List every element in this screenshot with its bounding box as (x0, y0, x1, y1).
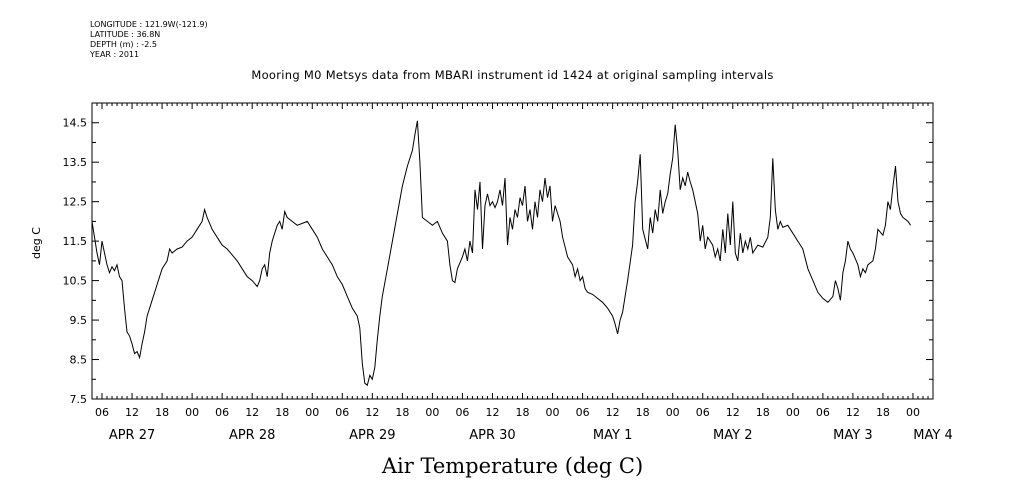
depth-text: DEPTH (m) : -2.5 (90, 40, 157, 49)
x-tick-label: 18 (275, 406, 289, 419)
x-tick-label: 06 (95, 406, 109, 419)
x-tick-label: 18 (155, 406, 169, 419)
y-tick-label: 13.5 (63, 156, 88, 169)
x-tick-label: 00 (906, 406, 920, 419)
x-axis-label: Air Temperature (deg C) (381, 454, 644, 478)
plot-frame (91, 102, 934, 400)
x-tick-label: 06 (335, 406, 349, 419)
x-tick-label: 00 (546, 406, 560, 419)
x-tick-label: 06 (696, 406, 710, 419)
x-date-label: APR 30 (469, 428, 515, 443)
x-tick-label: 00 (185, 406, 199, 419)
x-tick-label: 00 (305, 406, 319, 419)
longitude-text: LONGITUDE : 121.9W(-121.9) (90, 20, 208, 29)
x-tick-label: 12 (485, 406, 499, 419)
x-tick-label: 00 (786, 406, 800, 419)
x-date-label: MAY 1 (593, 428, 632, 443)
x-tick-label: 12 (125, 406, 139, 419)
x-tick-label: 00 (666, 406, 680, 419)
latitude-text: LATITUDE : 36.8N (90, 30, 161, 39)
x-date-label: APR 27 (109, 428, 155, 443)
x-tick-label: 06 (816, 406, 830, 419)
y-tick-label: 8.5 (70, 354, 88, 367)
x-date-label: MAY 2 (713, 428, 752, 443)
air-temperature-line (91, 120, 911, 387)
x-tick-label: 18 (876, 406, 890, 419)
x-tick-label: 12 (245, 406, 259, 419)
x-tick-label: 12 (726, 406, 740, 419)
x-tick-label: 18 (756, 406, 770, 419)
x-tick-label: 06 (576, 406, 590, 419)
chart-title: Mooring M0 Metsys data from MBARI instru… (251, 68, 774, 82)
y-tick-label: 10.5 (63, 275, 88, 288)
y-tick-label: 12.5 (63, 196, 88, 209)
y-tick-label: 9.5 (70, 314, 88, 327)
x-date-label: APR 29 (349, 428, 395, 443)
metadata-block: LONGITUDE : 121.9W(-121.9) LATITUDE : 36… (90, 20, 208, 60)
x-tick-label: 18 (516, 406, 530, 419)
y-axis-label: deg C (30, 227, 43, 259)
x-tick-label: 18 (395, 406, 409, 419)
x-date-label: APR 28 (229, 428, 275, 443)
y-tick-label: 7.5 (70, 393, 88, 406)
x-tick-label: 06 (215, 406, 229, 419)
x-tick-label: 12 (365, 406, 379, 419)
x-tick-label: 06 (455, 406, 469, 419)
x-tick-label: 18 (636, 406, 650, 419)
x-tick-label: 12 (846, 406, 860, 419)
x-date-label: MAY 3 (833, 428, 872, 443)
year-text: YEAR : 2011 (90, 50, 140, 59)
x-tick-label: 00 (425, 406, 439, 419)
x-tick-label: 12 (606, 406, 620, 419)
x-date-label: MAY 4 (913, 428, 952, 443)
y-tick-label: 14.5 (63, 117, 88, 130)
y-tick-label: 11.5 (63, 235, 88, 248)
